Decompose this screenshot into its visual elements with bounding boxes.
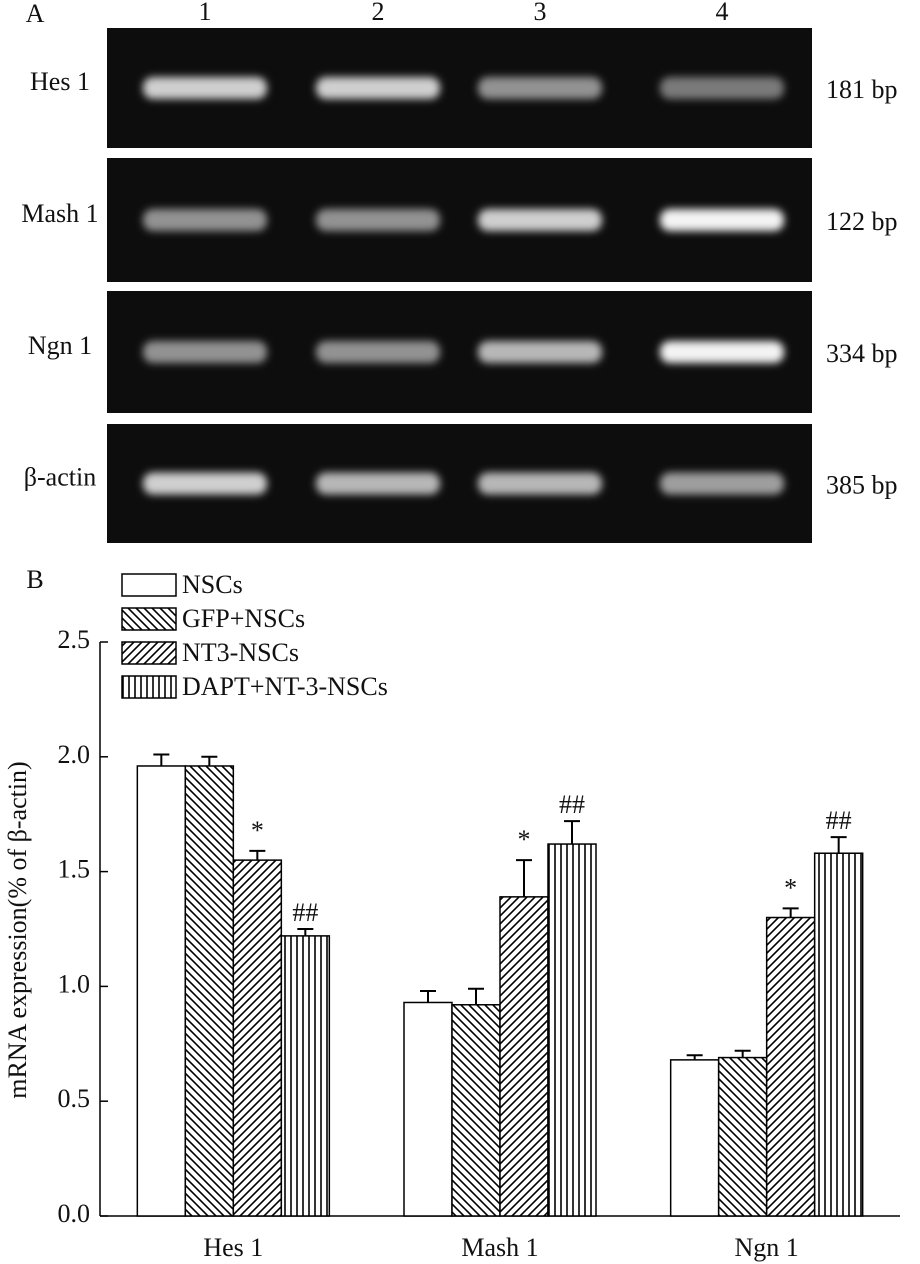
gel-band [478,77,602,99]
error-bar [468,987,484,1005]
lane-label: 3 [534,0,547,26]
legend-label: DAPT+NT-3-NSCs [182,672,388,701]
gel-band [143,341,267,363]
error-bar [782,907,799,918]
legend-swatch [121,675,177,699]
lane-label: 2 [372,0,385,26]
x-tick-label: Hes 1 [203,1233,263,1262]
size-label: 122 bp [826,207,898,236]
gel-band [660,77,784,99]
bar [136,765,187,1217]
legend-label: NSCs [182,570,243,599]
gene-label: β-actin [24,462,96,491]
gel-band [478,341,602,363]
legend-label: NT3-NSCs [182,638,299,667]
lane-label: 4 [716,0,729,26]
legend-swatch [121,573,177,597]
y-tick-label: 1.0 [58,969,91,998]
legend-swatch [121,607,177,631]
y-tick-label: 1.5 [58,855,91,884]
y-tick-label: 0.0 [58,1199,91,1228]
x-tick-label: Mash 1 [461,1233,538,1262]
error-bar [153,753,170,766]
gel-band [143,209,267,231]
size-label: 181 bp [826,75,898,104]
error-bar [201,755,218,766]
significance-mark: * [251,816,264,845]
error-bar [516,859,532,897]
bar [451,1004,501,1217]
bar [669,1059,720,1217]
gel-band [143,77,267,99]
significance-mark: * [518,825,531,854]
panel-label: A [26,0,45,28]
bar [280,935,331,1217]
gene-label: Hes 1 [30,67,90,96]
gene-label: Ngn 1 [28,331,92,360]
gel-band [316,209,440,231]
significance-mark: * [784,873,797,902]
legend-swatch [121,641,177,665]
gel-band [316,341,440,363]
bar [403,1001,453,1217]
size-label: 334 bp [826,339,898,368]
error-bar [564,820,580,845]
significance-mark: ## [559,790,585,819]
bar [765,916,816,1217]
size-label: 385 bp [826,470,898,499]
error-bar [830,836,847,854]
gene-label: Mash 1 [21,199,98,228]
gel-band [316,472,440,495]
bar [499,896,549,1217]
gel-band [316,77,440,99]
significance-mark: ## [826,806,852,835]
y-tick-label: 0.5 [58,1084,91,1113]
bar [547,843,597,1217]
gel-band [143,472,267,495]
x-tick-label: Ngn 1 [735,1233,799,1262]
gel-band [660,341,784,363]
bar [717,1056,768,1217]
y-tick-label: 2.5 [58,625,91,654]
bar [813,852,864,1217]
bar [184,765,235,1217]
bar [232,859,283,1217]
error-bar [686,1054,703,1060]
error-bar [249,849,266,861]
error-bar [297,928,314,936]
panel-label: B [26,565,43,594]
significance-mark: ## [292,898,318,927]
error-bar [734,1049,751,1058]
legend-label: GFP+NSCs [182,604,305,633]
gel-band [660,472,784,495]
gel-band [478,209,602,231]
gel-band [478,472,602,495]
y-axis-label: mRNA expression(% of β-actin) [3,761,32,1098]
error-bar [420,989,436,1003]
lane-label: 1 [199,0,212,26]
gel-band [660,209,784,231]
y-tick-label: 2.0 [58,740,91,769]
